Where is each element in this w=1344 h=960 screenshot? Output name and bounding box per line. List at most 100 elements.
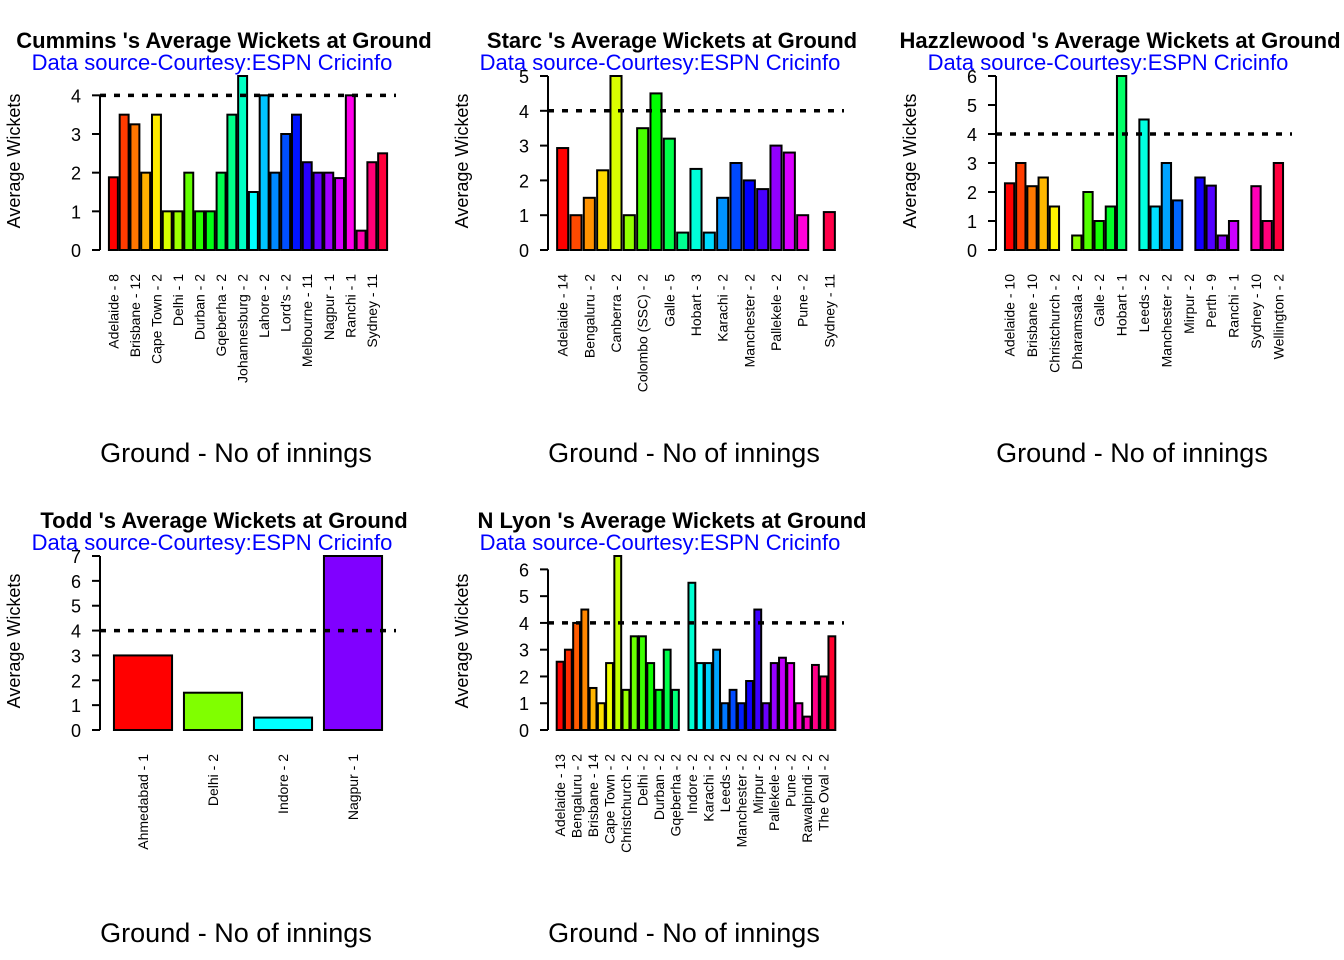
y-tick-label: 2 <box>71 164 81 184</box>
x-tick-label: Brisbane - 12 <box>127 274 143 357</box>
x-tick-label: Indore - 2 <box>275 754 291 814</box>
x-tick-label: Brisbane - 10 <box>1024 274 1040 357</box>
y-tick-label: 3 <box>71 125 81 145</box>
y-tick-label: 3 <box>519 641 529 661</box>
y-tick-label: 5 <box>967 96 977 116</box>
chart-subtitle: Data source-Courtesy:ESPN Cricinfo <box>928 50 1289 75</box>
bar <box>729 162 743 251</box>
bar <box>1082 191 1094 251</box>
bar <box>622 214 636 251</box>
bar <box>1160 162 1173 251</box>
x-axis-label: Ground - No of innings <box>100 918 372 948</box>
x-tick-label: Hobart - 3 <box>688 274 704 336</box>
bar <box>756 188 770 252</box>
bar <box>629 635 639 731</box>
bar <box>695 662 705 731</box>
bar <box>355 229 367 251</box>
y-tick-label: 5 <box>519 67 529 87</box>
bar <box>1115 75 1128 251</box>
bar <box>1037 176 1049 251</box>
bar <box>769 662 779 731</box>
bar <box>636 127 650 251</box>
chart-title: Todd 's Average Wickets at Ground <box>40 508 407 533</box>
x-tick-label: Christchurch - 2 <box>618 754 634 853</box>
y-tick-label: 1 <box>967 212 977 232</box>
x-tick-label: Rawalpindi - 2 <box>799 754 815 843</box>
x-tick-label: Nagpur - 1 <box>345 754 361 820</box>
bar <box>822 211 836 252</box>
x-tick-label: Pallekele - 2 <box>768 274 784 351</box>
bar <box>569 214 583 251</box>
y-tick-label: 2 <box>519 171 529 191</box>
bar <box>1194 176 1206 251</box>
x-tick-label: Manchester - 2 <box>733 754 749 848</box>
x-tick-label: Pallekele - 2 <box>766 754 782 831</box>
y-tick-label: 0 <box>71 241 81 261</box>
x-tick-label: Adelaide - 8 <box>105 274 121 349</box>
bar <box>1272 162 1285 251</box>
bar <box>366 161 378 251</box>
x-tick-label: Brisbane - 14 <box>585 754 601 837</box>
bar <box>1216 234 1229 251</box>
bar <box>312 171 324 251</box>
bar <box>226 113 238 251</box>
y-tick-label: 2 <box>519 667 529 687</box>
x-tick-label: Melbourne - 11 <box>299 274 315 367</box>
x-tick-label: Manchester - 2 <box>741 274 757 368</box>
x-tick-label: Lahore - 2 <box>256 274 272 338</box>
bar <box>753 608 763 731</box>
y-tick-label: 4 <box>71 86 81 106</box>
bar <box>1048 205 1061 251</box>
y-tick-label: 2 <box>71 671 81 691</box>
bar <box>794 702 804 731</box>
bar <box>1104 205 1117 251</box>
bar <box>1093 220 1105 251</box>
x-tick-label: Gqeberha - 2 <box>667 754 683 837</box>
bar <box>605 662 614 731</box>
y-tick-label: 2 <box>967 183 977 203</box>
chart-title: Starc 's Average Wickets at Ground <box>487 28 857 53</box>
y-tick-label: 3 <box>967 154 977 174</box>
x-axis-label: Ground - No of innings <box>548 918 820 948</box>
bar <box>712 648 722 731</box>
bar <box>582 196 596 252</box>
chart-title: N Lyon 's Average Wickets at Ground <box>478 508 867 533</box>
bar <box>258 94 270 251</box>
x-tick-label: Ranchi - 1 <box>342 274 358 338</box>
chart-subtitle: Data source-Courtesy:ESPN Cricinfo <box>32 50 393 75</box>
bar <box>161 210 173 251</box>
bar <box>819 675 829 732</box>
y-axis-label: Average Wickets <box>452 574 472 709</box>
bar <box>689 167 703 251</box>
x-tick-label: Sydney - 11 <box>364 274 380 348</box>
bar <box>183 171 195 251</box>
y-tick-label: 1 <box>519 694 529 714</box>
bar <box>638 635 647 731</box>
chart-subtitle: Data source-Courtesy:ESPN Cricinfo <box>480 530 841 555</box>
bar <box>609 75 623 251</box>
bar <box>1138 118 1150 251</box>
bar <box>215 171 227 251</box>
bar <box>703 662 713 731</box>
bar <box>742 179 756 251</box>
bar <box>662 648 672 731</box>
x-tick-label: Gqeberha - 2 <box>213 274 229 357</box>
bar <box>662 137 676 251</box>
x-tick-label: Ranchi - 1 <box>1226 274 1242 338</box>
bar <box>269 171 281 251</box>
bar <box>702 231 716 252</box>
y-axis-label: Average Wickets <box>4 94 24 229</box>
bar <box>786 662 796 731</box>
chart-panel: Hazzlewood 's Average Wickets at GroundD… <box>899 28 1340 468</box>
bar <box>1205 184 1217 251</box>
bar <box>646 662 656 731</box>
bar <box>140 171 152 251</box>
bar <box>769 144 783 252</box>
bar <box>280 133 292 251</box>
y-tick-label: 4 <box>519 102 529 122</box>
bar <box>810 663 820 731</box>
y-axis-label: Average Wickets <box>452 94 472 229</box>
chart-subtitle: Data source-Courtesy:ESPN Cricinfo <box>32 530 393 555</box>
